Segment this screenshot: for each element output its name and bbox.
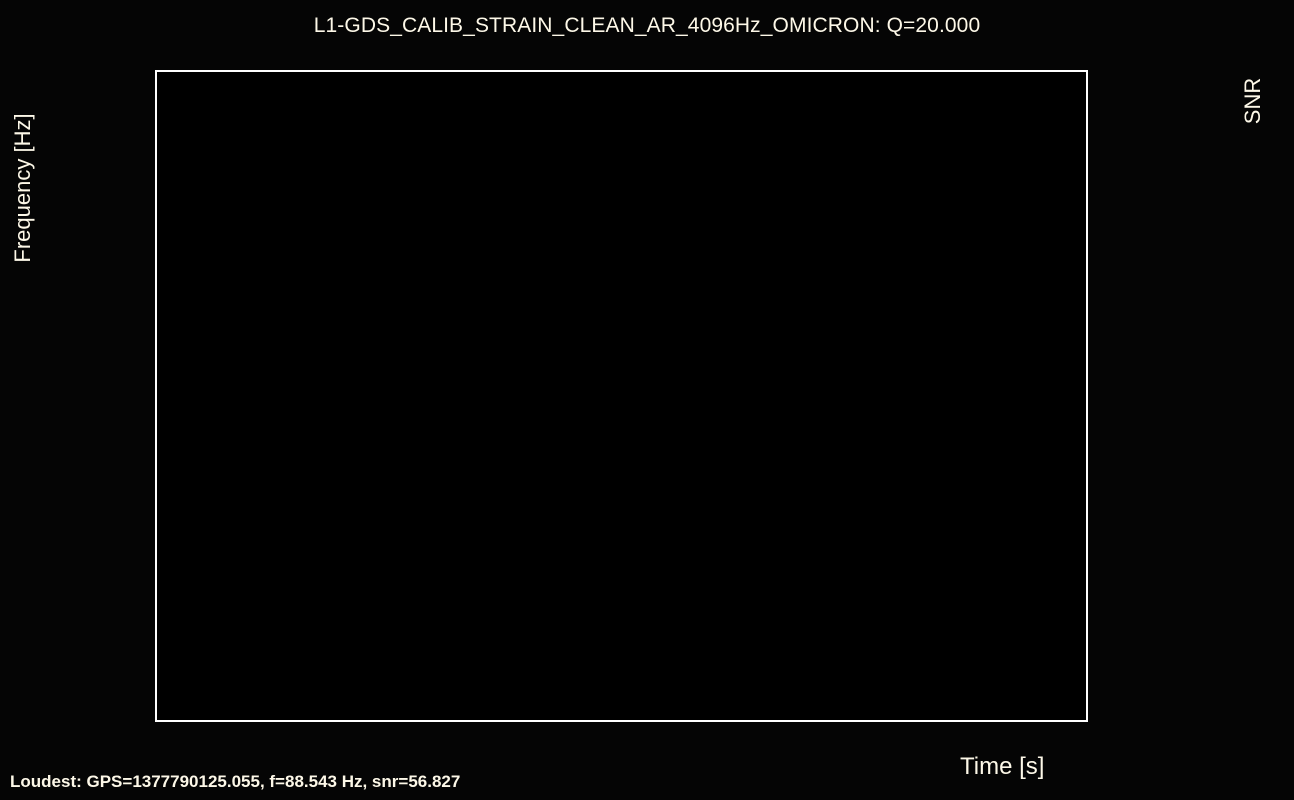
- spectrogram-image: [157, 72, 1086, 720]
- page-title: L1-GDS_CALIB_STRAIN_CLEAN_AR_4096Hz_OMIC…: [313, 14, 981, 37]
- y-axis-title: Frequency [Hz]: [10, 113, 35, 263]
- loudest-event-status: Loudest: GPS=1377790125.055, f=88.543 Hz…: [10, 772, 461, 791]
- colorbar-gradient: [1093, 71, 1121, 721]
- x-axis-title: Time [s]: [960, 753, 1045, 780]
- spectrogram-plot-area[interactable]: [155, 70, 1088, 722]
- colorbar[interactable]: [1093, 71, 1121, 721]
- colorbar-title: SNR: [1240, 77, 1265, 125]
